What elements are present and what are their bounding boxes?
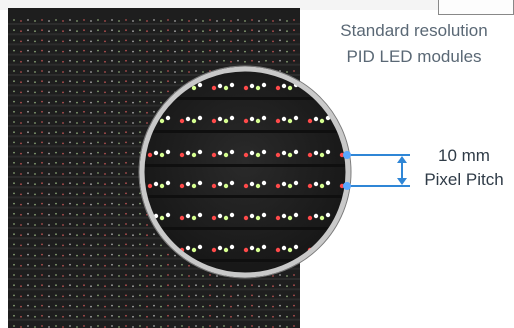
pitch-marker-bottom [343,182,351,190]
magnifier-ring-outer [138,65,352,279]
pixel-pitch-value: 10 mm [438,146,490,165]
pixel-pitch-text: Pixel Pitch [424,170,504,189]
pixel-pitch-label: 10 mm Pixel Pitch [410,144,514,192]
dimension-arrow-up-icon [397,156,407,163]
pixel-pitch-dimension [343,151,410,190]
caption-title-line-1: Standard resolution [340,21,488,40]
caption-title: Standard resolution PID LED modules [318,18,510,70]
dimension-arrow-down-icon [397,178,407,185]
top-edge [0,0,514,10]
magnifier-ring [139,66,351,278]
pitch-marker-top [343,151,351,159]
caption-title-line-2: PID LED modules [346,47,482,66]
